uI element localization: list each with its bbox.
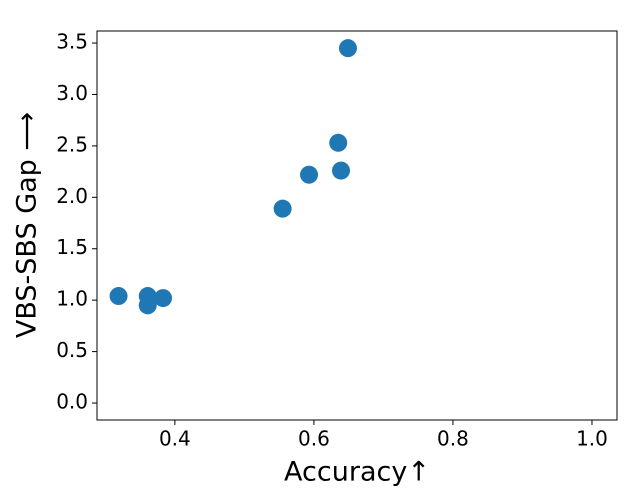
x-tick-label: 1.0 xyxy=(576,427,608,451)
y-tick-label: 2.5 xyxy=(56,132,88,156)
point xyxy=(109,287,128,306)
point xyxy=(154,289,173,308)
x-axis-label: Accuracy↑ xyxy=(284,457,430,488)
y-tick-label: 3.5 xyxy=(56,30,88,54)
y-tick-label: 3.0 xyxy=(56,81,88,105)
y-tick-label: 2.0 xyxy=(56,184,88,208)
y-tick-label: 1.5 xyxy=(56,235,88,259)
point xyxy=(338,39,357,58)
x-tick-label: 0.4 xyxy=(159,427,191,451)
point xyxy=(329,133,348,152)
y-tick-label: 0.0 xyxy=(56,390,88,414)
point xyxy=(138,296,157,315)
plot-frame xyxy=(96,30,618,421)
point xyxy=(332,161,351,180)
x-tick-label: 0.8 xyxy=(437,427,469,451)
x-tick-label: 0.6 xyxy=(298,427,330,451)
y-tick-label: 0.5 xyxy=(56,338,88,362)
y-tick-label: 1.0 xyxy=(56,287,88,311)
point xyxy=(300,165,319,184)
point xyxy=(273,199,292,218)
y-axis-label: VBS-SBS Gap ⟶ xyxy=(12,112,43,338)
